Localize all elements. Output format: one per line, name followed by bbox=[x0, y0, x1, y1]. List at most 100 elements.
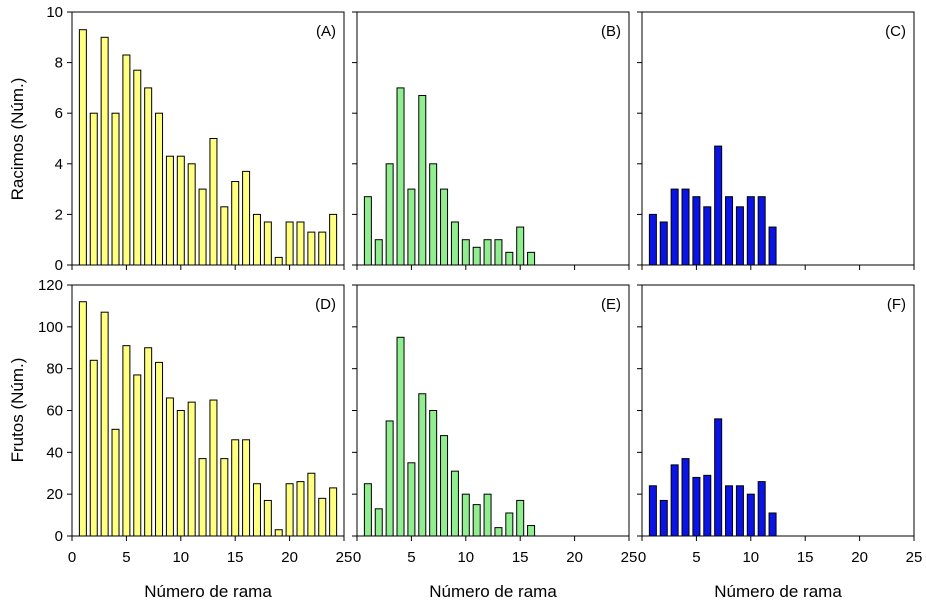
bar bbox=[165, 397, 174, 537]
bar bbox=[725, 196, 734, 266]
bar bbox=[155, 361, 164, 537]
panel-tag: (A) bbox=[316, 23, 336, 40]
x-tick-label: 5 bbox=[122, 549, 130, 566]
bar bbox=[133, 69, 142, 266]
bar bbox=[89, 359, 98, 537]
bar bbox=[746, 196, 755, 266]
panel-6: 0 5 10 15 20 25 (F) bbox=[637, 284, 923, 566]
panel-5: 0 5 10 15 20 25 (E) bbox=[352, 284, 637, 566]
bar bbox=[483, 493, 492, 537]
bar bbox=[89, 112, 98, 266]
bar bbox=[450, 470, 459, 537]
bar bbox=[307, 231, 316, 266]
x-tick-label: 0 bbox=[638, 549, 646, 566]
row-ylabel-bottom: Frutos (Núm.) bbox=[8, 358, 27, 463]
bar bbox=[472, 504, 481, 537]
x-tick-label: 15 bbox=[512, 549, 529, 566]
bar bbox=[144, 87, 153, 266]
bar bbox=[768, 512, 777, 537]
bar bbox=[659, 499, 668, 537]
bar bbox=[450, 221, 459, 266]
bar bbox=[648, 213, 657, 266]
bar bbox=[231, 439, 240, 537]
bar bbox=[483, 239, 492, 266]
x-tick-label: 15 bbox=[797, 549, 814, 566]
bar bbox=[307, 472, 316, 537]
bar bbox=[198, 458, 207, 537]
bar bbox=[176, 155, 185, 266]
bar bbox=[670, 464, 679, 537]
panel-3: (C) bbox=[637, 11, 915, 270]
bar bbox=[681, 188, 690, 266]
bar bbox=[418, 94, 427, 266]
bar bbox=[165, 155, 174, 266]
bar bbox=[144, 347, 153, 537]
panel-tag: (C) bbox=[885, 23, 906, 40]
bar bbox=[659, 221, 668, 266]
bar bbox=[374, 239, 383, 266]
bar bbox=[505, 512, 514, 537]
y-tick-label: 60 bbox=[46, 403, 63, 420]
panel-4: 0 20 40 60 80 100 120 0 5 10 15 20 25 (D) bbox=[38, 277, 352, 566]
bar bbox=[418, 393, 427, 537]
x-tick-label: 0 bbox=[353, 549, 361, 566]
plot-frame bbox=[356, 11, 630, 266]
bar bbox=[385, 420, 394, 537]
bar bbox=[703, 206, 712, 266]
bar bbox=[296, 481, 305, 537]
bar bbox=[122, 345, 131, 537]
x-tick-label: 15 bbox=[227, 549, 244, 566]
xlabel-col-2: Número de rama bbox=[429, 582, 557, 601]
x-tick-label: 20 bbox=[281, 549, 298, 566]
bar bbox=[429, 163, 438, 266]
bar bbox=[396, 336, 405, 537]
x-tick-label: 5 bbox=[692, 549, 700, 566]
bar bbox=[714, 145, 723, 266]
x-tick-label: 25 bbox=[336, 549, 353, 566]
bar bbox=[757, 196, 766, 266]
bar bbox=[329, 213, 338, 266]
bar bbox=[274, 529, 283, 537]
bar bbox=[318, 497, 327, 537]
bar bbox=[768, 226, 777, 266]
x-tick-label: 20 bbox=[566, 549, 583, 566]
bar bbox=[516, 499, 525, 537]
bar bbox=[285, 221, 294, 266]
panel-tag: (F) bbox=[887, 296, 906, 313]
bar bbox=[274, 256, 283, 266]
bar bbox=[220, 458, 229, 537]
x-tick-label: 10 bbox=[172, 549, 189, 566]
bar bbox=[263, 499, 272, 537]
bar bbox=[111, 428, 120, 537]
bar bbox=[318, 231, 327, 266]
y-tick-label: 20 bbox=[46, 486, 63, 503]
x-tick-label: 25 bbox=[906, 549, 923, 566]
bar bbox=[187, 401, 196, 537]
x-tick-label: 0 bbox=[68, 549, 76, 566]
y-tick-label: 0 bbox=[55, 528, 63, 545]
xlabel-col-1: Número de rama bbox=[144, 582, 272, 601]
bar bbox=[220, 206, 229, 266]
bar bbox=[527, 525, 536, 537]
bar bbox=[155, 112, 164, 266]
bar bbox=[374, 508, 383, 537]
y-tick-label: 0 bbox=[55, 257, 63, 274]
row-ylabel-top: Racimos (Núm.) bbox=[8, 78, 27, 201]
bar bbox=[100, 311, 109, 537]
panel-tag: (E) bbox=[601, 296, 621, 313]
bar bbox=[363, 196, 372, 266]
plot-frame bbox=[71, 11, 345, 266]
bar bbox=[396, 87, 405, 266]
panel-2: (B) bbox=[352, 11, 630, 270]
panel-1: 0 2 4 6 8 10 (A) bbox=[46, 4, 345, 274]
bar bbox=[440, 435, 449, 537]
bar bbox=[78, 29, 87, 266]
bar bbox=[461, 493, 470, 537]
bar bbox=[494, 239, 503, 266]
bar bbox=[670, 188, 679, 266]
y-tick-label: 100 bbox=[38, 319, 63, 336]
bar bbox=[285, 483, 294, 537]
bar bbox=[209, 399, 218, 537]
bar bbox=[429, 410, 438, 537]
y-tick-label: 40 bbox=[46, 444, 63, 461]
